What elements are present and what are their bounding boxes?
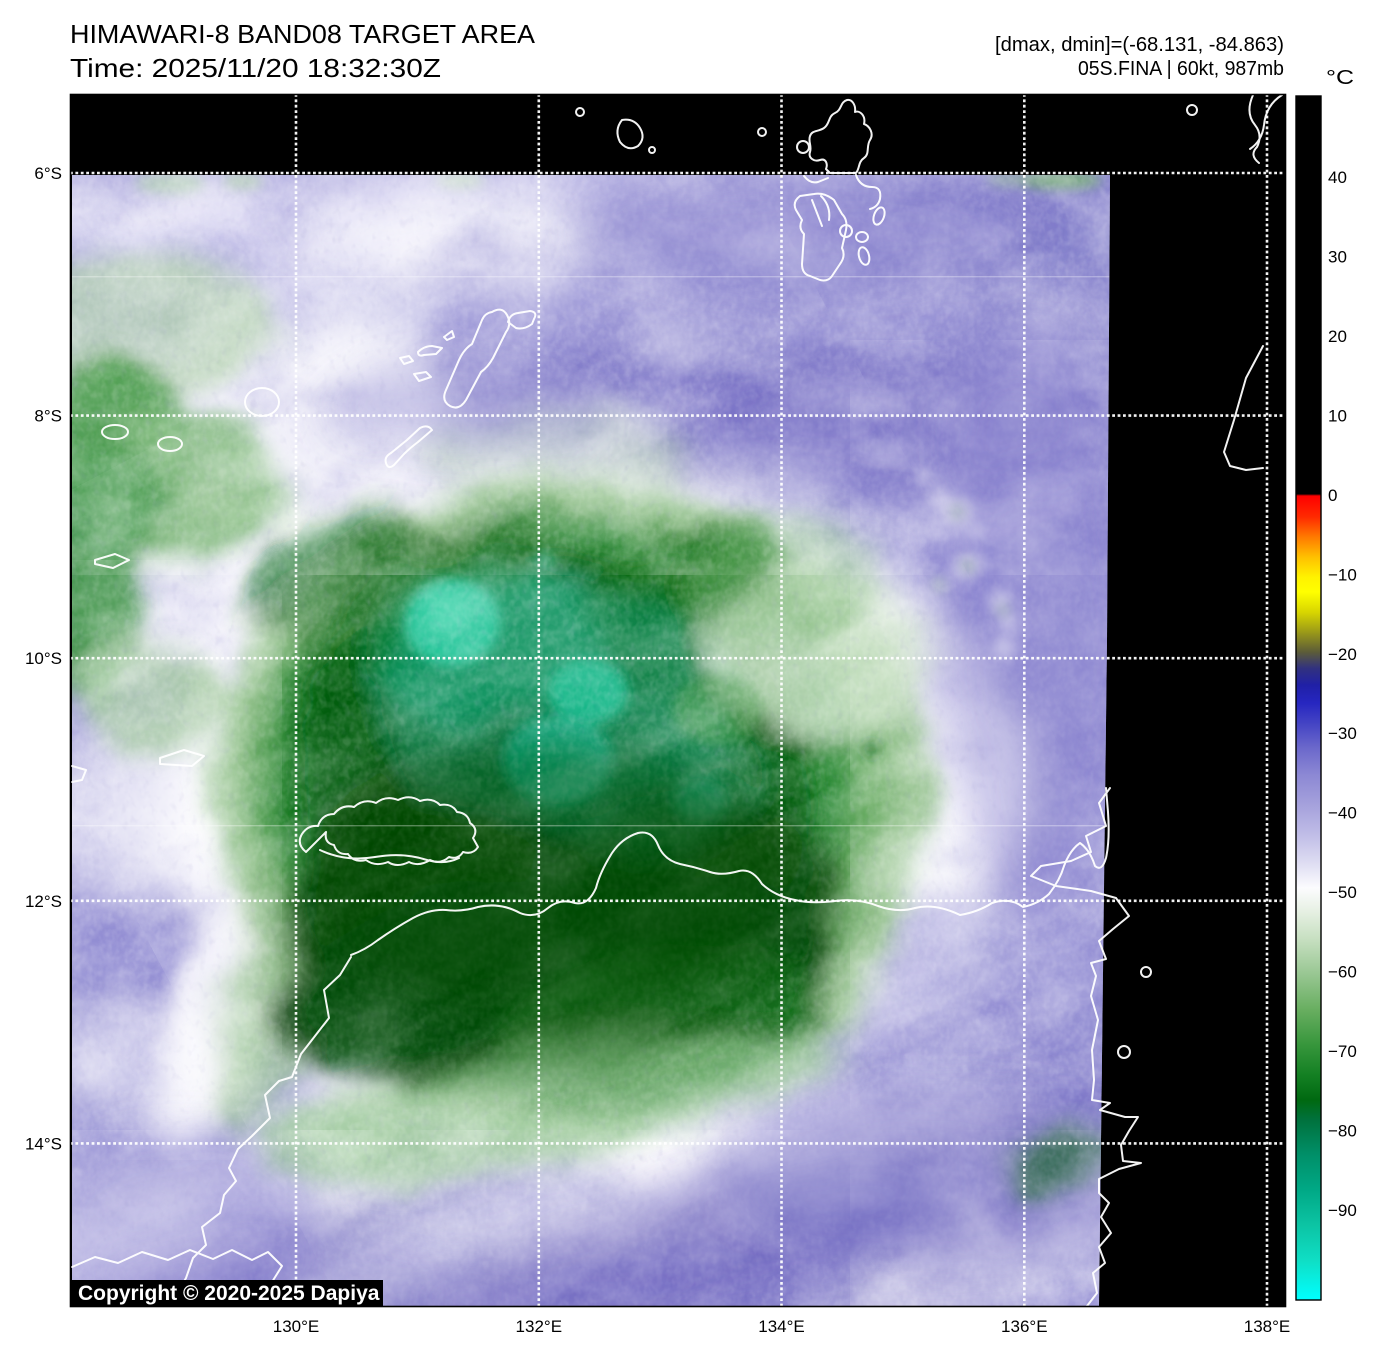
svg-text:138°E: 138°E [1244, 1317, 1291, 1336]
svg-text:−50: −50 [1328, 883, 1357, 902]
svg-text:8°S: 8°S [34, 407, 62, 426]
svg-text:Time: 2025/11/20 18:32:30Z: Time: 2025/11/20 18:32:30Z [70, 53, 441, 83]
svg-text:134°E: 134°E [758, 1317, 805, 1336]
svg-text:−30: −30 [1328, 724, 1357, 743]
svg-text:14°S: 14°S [25, 1134, 62, 1153]
svg-text:−40: −40 [1328, 804, 1357, 823]
svg-text:6°S: 6°S [34, 164, 62, 183]
svg-text:−10: −10 [1328, 565, 1357, 584]
svg-text:−20: −20 [1328, 645, 1357, 664]
svg-text:0: 0 [1328, 486, 1337, 505]
svg-text:[dmax, dmin]=(-68.131, -84.863: [dmax, dmin]=(-68.131, -84.863) [995, 34, 1284, 56]
svg-text:30: 30 [1328, 247, 1347, 266]
svg-text:°C: °C [1326, 67, 1354, 89]
svg-text:05S.FINA | 60kt, 987mb: 05S.FINA | 60kt, 987mb [1078, 58, 1284, 80]
svg-text:20: 20 [1328, 327, 1347, 346]
svg-text:40: 40 [1328, 168, 1347, 187]
svg-text:−70: −70 [1328, 1042, 1357, 1061]
svg-text:−60: −60 [1328, 963, 1357, 982]
svg-text:10°S: 10°S [25, 649, 62, 668]
svg-text:HIMAWARI-8 BAND08 TARGET AREA: HIMAWARI-8 BAND08 TARGET AREA [70, 19, 536, 49]
svg-text:130°E: 130°E [273, 1317, 320, 1336]
svg-text:136°E: 136°E [1001, 1317, 1048, 1336]
svg-text:132°E: 132°E [516, 1317, 563, 1336]
svg-text:−80: −80 [1328, 1121, 1357, 1140]
svg-text:Copyright © 2020-2025 Dapiya: Copyright © 2020-2025 Dapiya [78, 1282, 380, 1305]
svg-text:−90: −90 [1328, 1201, 1357, 1220]
svg-text:10: 10 [1328, 406, 1347, 425]
svg-text:12°S: 12°S [25, 892, 62, 911]
